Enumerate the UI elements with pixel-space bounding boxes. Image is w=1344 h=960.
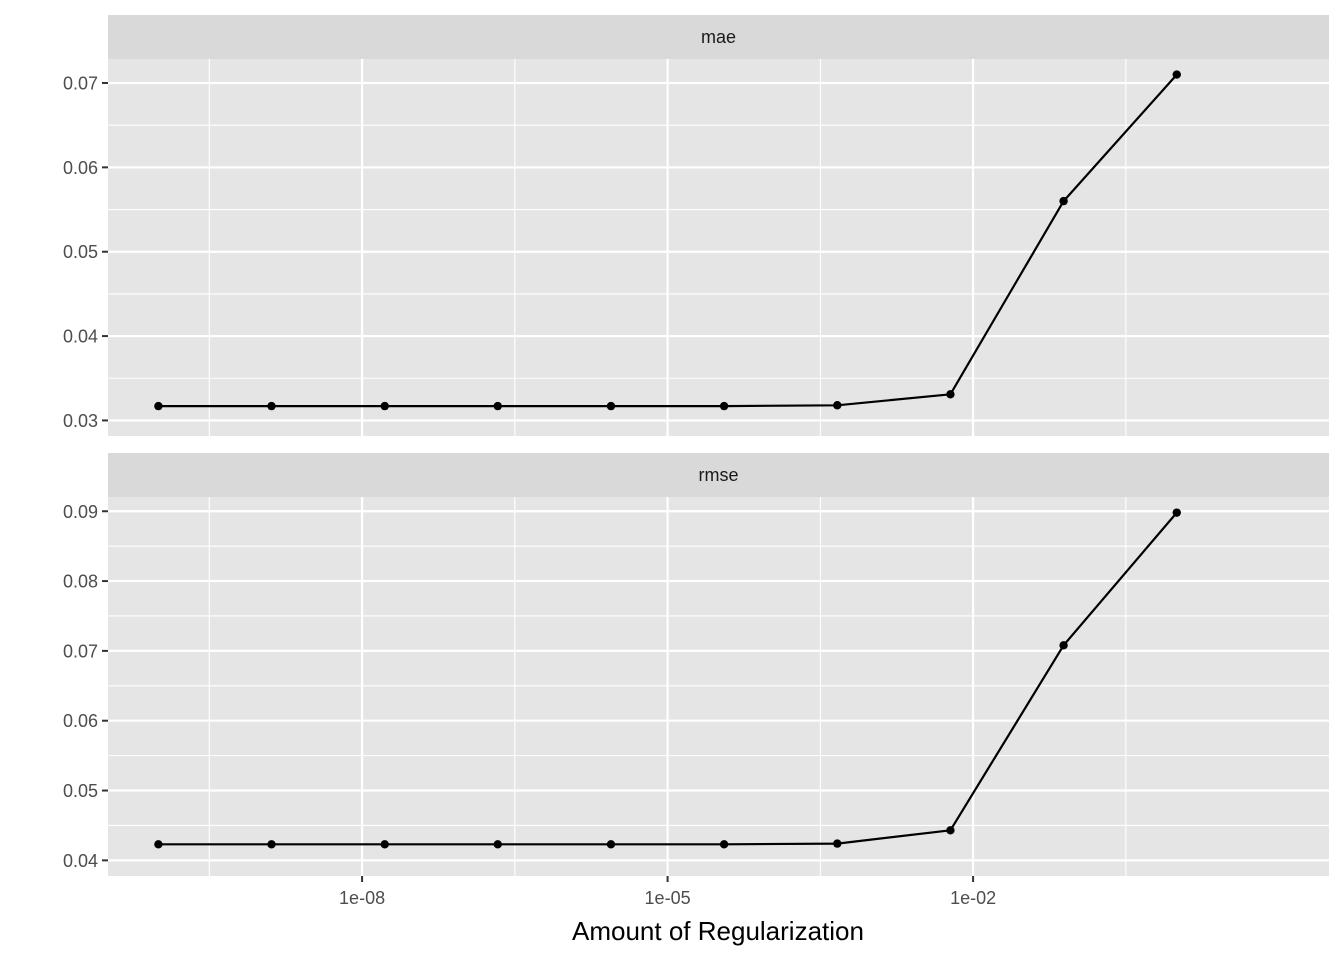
series-line [158,511,1178,846]
y-tick-label: 0.06 [63,711,98,731]
data-point [154,840,163,849]
panel-background [108,59,1329,436]
panel-mae: mae 0.03 0.04 0.05 0.06 0.07 [63,15,1329,436]
strip-background [108,453,1329,497]
data-point [606,401,616,411]
strip-background [108,15,1329,59]
x-tick-label: 1e-02 [950,888,996,908]
data-point [267,840,276,849]
panel-background [108,497,1329,876]
data-point [380,840,389,849]
y-tick-label: 0.08 [63,572,98,592]
y-tick-label: 0.05 [63,242,98,262]
y-tick-label: 0.09 [63,502,98,522]
data-point [493,840,502,849]
data-point [719,401,729,411]
data-point [380,401,389,411]
strip-label: rmse [699,465,739,485]
x-tick-label: 1e-05 [645,888,691,908]
x-axis: 1e-08 1e-05 1e-02 [339,876,996,908]
y-tick-label: 0.07 [63,74,98,94]
data-point [946,826,955,835]
strip-label: mae [701,27,736,47]
data-point [1172,508,1181,517]
data-point [1059,196,1068,206]
y-tick-label: 0.05 [63,781,98,801]
data-point [1059,641,1068,650]
data-point [1172,70,1181,79]
data-point [833,401,842,410]
data-point [946,390,955,399]
y-tick-label: 0.06 [63,158,98,178]
y-tick-label: 0.03 [63,411,98,431]
series-line [158,73,1178,408]
data-point [719,840,729,849]
x-axis-title: Amount of Regularization [572,916,864,946]
y-tick-label: 0.04 [63,851,98,871]
data-point [154,401,163,411]
y-tick-label: 0.07 [63,641,98,661]
x-tick-label: 1e-08 [339,888,385,908]
data-point [267,401,276,411]
y-tick-label: 0.04 [63,327,98,347]
data-point [833,839,842,848]
panel-rmse: rmse 0.04 0.05 0.06 0.07 0.08 0.09 [63,453,1329,876]
data-point [493,401,502,411]
data-point [606,840,616,849]
